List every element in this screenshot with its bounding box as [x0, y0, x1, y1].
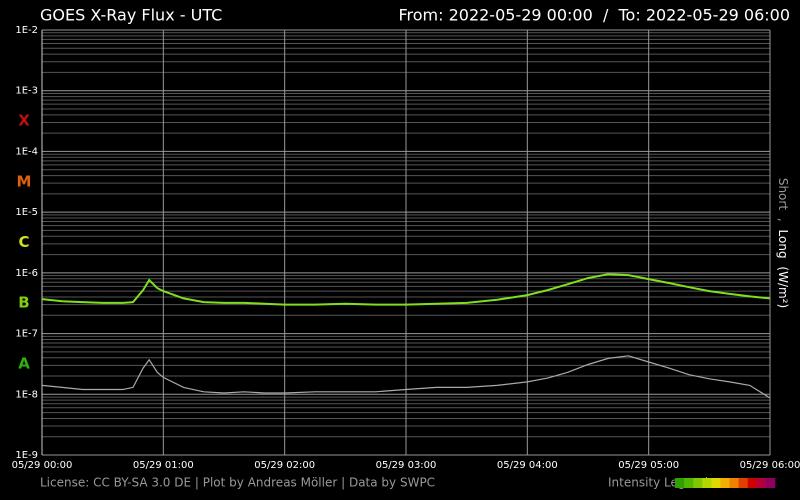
class-label: B — [18, 294, 29, 312]
y-tick-label: 1E-4 — [15, 146, 38, 157]
legend-short: Short — [777, 178, 791, 210]
class-label: A — [18, 354, 30, 372]
class-label: C — [18, 233, 29, 251]
x-tick-label: 05/29 03:00 — [376, 460, 437, 471]
chart-title: GOES X-Ray Flux - UTC — [40, 6, 222, 25]
intensity-swatch — [711, 478, 721, 488]
y-axis-label: Short , Long (W/m²) — [777, 178, 791, 308]
y-tick-label: 1E-3 — [15, 86, 38, 97]
intensity-swatch — [747, 478, 758, 488]
y-tick-label: 1E-6 — [15, 268, 38, 279]
intensity-swatch — [756, 478, 767, 488]
chart-subtitle: From: 2022-05-29 00:00 / To: 2022-05-29 … — [398, 6, 790, 25]
y-tick-label: 1E-9 — [15, 450, 38, 461]
y-tick-label: 1E-5 — [15, 207, 38, 218]
footer: License: CC BY-SA 3.0 DE | Plot by Andre… — [40, 476, 435, 490]
y-tick-label: 1E-2 — [15, 25, 38, 36]
series-line — [41, 273, 771, 306]
class-label: X — [18, 112, 30, 130]
series-line — [41, 355, 771, 399]
x-tick-label: 05/29 04:00 — [497, 460, 558, 471]
y-tick-label: 1E-7 — [15, 329, 38, 340]
x-tick-label: 05/29 06:00 — [740, 460, 800, 471]
x-tick-label: 05/29 00:00 — [12, 460, 73, 471]
intensity-swatch — [720, 478, 730, 488]
intensity-swatch — [729, 478, 739, 488]
y-unit: (W/m²) — [777, 266, 791, 308]
intensity-swatch — [693, 478, 703, 488]
x-tick-label: 05/29 02:00 — [254, 460, 315, 471]
intensity-swatch — [765, 478, 776, 488]
intensity-swatch — [738, 478, 749, 488]
x-tick-label: 05/29 01:00 — [133, 460, 194, 471]
y-tick-label: 1E-8 — [15, 389, 38, 400]
intensity-swatch — [684, 478, 694, 488]
x-tick-label: 05/29 05:00 — [618, 460, 679, 471]
intensity-swatch — [702, 478, 712, 488]
intensity-swatch — [675, 478, 685, 488]
class-label: M — [17, 172, 32, 190]
legend-long: Long — [777, 230, 791, 259]
legend-separator: , — [777, 218, 791, 222]
